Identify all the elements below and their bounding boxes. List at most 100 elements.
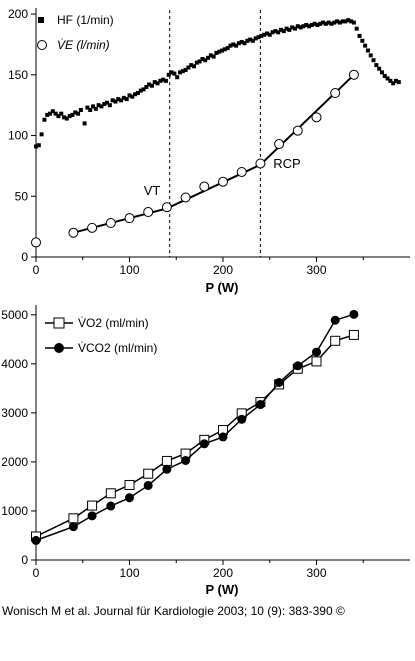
ve-point — [68, 227, 79, 238]
hf-point — [351, 20, 356, 25]
hf-point — [264, 31, 269, 36]
hf-point — [172, 71, 177, 76]
vco2-point — [106, 501, 116, 511]
legend-marker-ve — [37, 40, 47, 50]
y-tick-label: 150 — [8, 68, 28, 82]
figure: 0 100 200 300 0 50 100 150 200 P (W) VT RCP HF … — [1, 7, 410, 597]
hf-point — [273, 29, 278, 34]
x-tick-labels: 0 100 200 300 — [33, 566, 327, 580]
hf-point — [107, 103, 112, 108]
hf-point — [307, 24, 312, 29]
ve-point — [180, 192, 191, 203]
annotation-rcp: RCP — [273, 156, 300, 171]
y-tick-labels: 0 50 100 150 200 — [8, 7, 28, 264]
hf-point — [396, 80, 401, 85]
vo2-point — [68, 513, 79, 524]
hf-point — [130, 94, 135, 99]
hf-point — [281, 29, 286, 34]
legend-marker-hf — [38, 17, 44, 23]
chart-oxygen-co2: 0 100 200 300 0 1000 2000 3000 4000 5000 P (W) V… — [1, 305, 410, 597]
ve-point — [87, 222, 98, 233]
hf-point — [242, 41, 247, 46]
hf-point — [194, 60, 199, 65]
hf-point — [96, 103, 101, 108]
vo2-point — [161, 455, 172, 466]
hf-point — [256, 35, 261, 40]
regression-line — [73, 74, 355, 234]
hf-point — [332, 20, 337, 25]
ve-point — [274, 139, 285, 150]
legend-marker-vo2 — [53, 317, 65, 329]
legend-label-vco2: V̇CO2 (ml/min) — [78, 341, 157, 355]
hf-point — [357, 33, 362, 38]
vo2-line — [35, 334, 355, 538]
hf-point — [326, 20, 331, 25]
hf-point — [225, 46, 230, 51]
hf-point — [70, 112, 75, 117]
hf-point — [124, 97, 129, 102]
hf-point — [245, 38, 250, 43]
hf-point — [309, 23, 314, 28]
hf-point — [304, 23, 309, 28]
hf-point — [127, 93, 132, 98]
x-axis-label: P (W) — [206, 582, 239, 597]
hf-point — [163, 78, 168, 83]
hf-point — [67, 114, 72, 119]
hf-point — [62, 115, 67, 120]
fit-line — [73, 74, 355, 234]
vco2-point — [312, 347, 321, 357]
hf-point — [368, 53, 373, 58]
hf-point — [147, 82, 152, 87]
hf-point — [180, 69, 185, 74]
y-tick-label: 200 — [8, 7, 28, 21]
axes — [31, 305, 410, 565]
x-tick-labels: 0 100 200 300 — [33, 263, 327, 277]
vco2-point — [31, 535, 41, 545]
hf-point — [91, 104, 96, 109]
hf-point — [113, 99, 118, 104]
vo2-point — [87, 500, 98, 511]
hf-point — [166, 72, 171, 77]
hf-point — [290, 25, 295, 30]
y-tick-labels: 0 1000 2000 3000 4000 5000 — [1, 308, 28, 567]
hf-point — [197, 59, 202, 64]
legend-marker-vco2 — [54, 343, 64, 353]
hf-point — [262, 32, 267, 37]
hf-point — [276, 30, 281, 35]
hf-point — [82, 121, 87, 126]
hf-point — [393, 78, 398, 83]
legend-label-vo2: V̇O2 (ml/min) — [78, 316, 149, 330]
vco2-point — [330, 315, 340, 325]
hf-point — [270, 30, 275, 35]
hf-point — [211, 54, 216, 59]
hf-point — [99, 104, 104, 109]
hf-point — [335, 19, 340, 24]
hf-point — [231, 42, 236, 47]
vco2-point — [87, 511, 97, 521]
reference-lines — [169, 10, 261, 257]
hf-point — [88, 108, 93, 113]
y-tick-label: 3000 — [1, 406, 28, 420]
hf-point — [133, 92, 138, 97]
vo2-point — [311, 356, 322, 367]
legend-label-hf: HF (1/min) — [57, 13, 114, 27]
vo2-point — [105, 488, 116, 499]
hf-point — [329, 21, 334, 26]
hf-point — [119, 98, 124, 103]
hf-point — [36, 143, 41, 148]
series-heart-rate — [34, 18, 401, 149]
hf-point — [284, 26, 289, 31]
citation-caption: Wonisch M et al. Journal für Kardiologie… — [2, 604, 345, 618]
hf-point — [48, 111, 53, 116]
axes — [31, 8, 410, 262]
hf-point — [365, 48, 370, 53]
vco2-point — [68, 522, 78, 532]
hf-point — [93, 106, 98, 111]
hf-point — [323, 21, 328, 26]
hf-point — [360, 38, 365, 43]
hf-point — [161, 77, 166, 82]
ve-point — [143, 207, 154, 218]
hf-point — [158, 78, 163, 83]
y-tick-label: 2000 — [1, 455, 28, 469]
vco2-point — [218, 432, 228, 442]
